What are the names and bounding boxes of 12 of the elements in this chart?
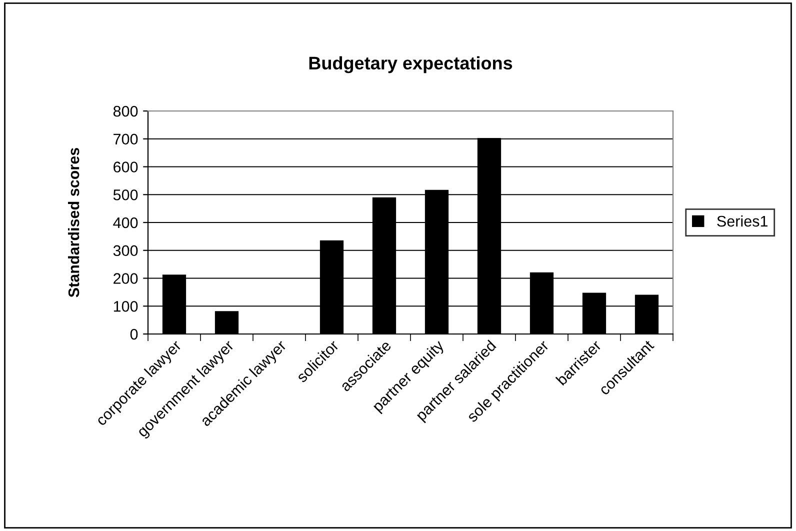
y-tick-label: 200	[114, 273, 138, 284]
y-tick-label: 100	[114, 300, 138, 312]
y-tick-label: 600	[114, 162, 138, 172]
y-tick-label: 800	[113, 106, 138, 117]
legend-label: Series1	[717, 215, 768, 227]
chart-title: Budgetary expectations	[309, 56, 512, 74]
y-tick-label: 500	[113, 189, 138, 200]
y-axis-title: Standardised scores	[68, 148, 80, 298]
y-tick-label: 400	[113, 217, 138, 228]
y-tick-label: 0	[130, 328, 138, 340]
y-tick-label: 700	[114, 134, 138, 145]
y-tick-label: 300	[113, 245, 138, 256]
